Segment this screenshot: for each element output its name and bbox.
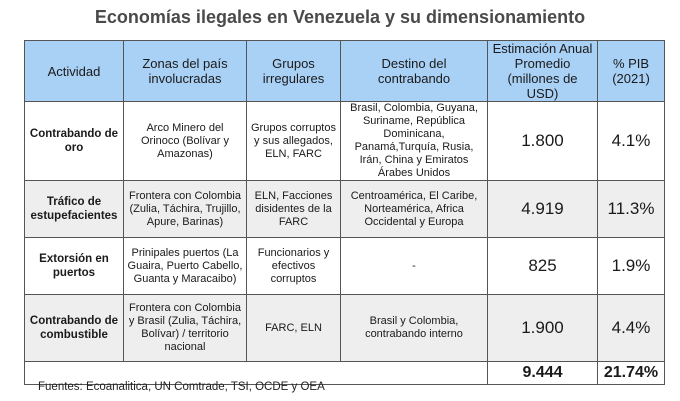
activity-cell: Contrabando de oro [24,101,124,181]
groups-cell: Funcionarios y efectivos corruptos [246,237,341,295]
destination-cell: - [340,237,488,295]
groups-cell: Grupos corruptos y sus allegados, ELN, F… [246,101,341,181]
groups-cell: FARC, ELN [246,294,341,362]
column-header-estimate: Estimación Anual Promedio (millones de U… [487,40,598,102]
table-row: Tráfico de estupefacientes Frontera con … [24,180,665,238]
economies-table: Actividad Zonas del país involucradas Gr… [24,40,665,385]
header-row: Actividad Zonas del país involucradas Gr… [24,40,665,102]
table-row: Extorsión en puertos Prinipales puertos … [24,237,665,295]
source-note: Fuentes: Ecoanalitica, UN Comtrade, TSI,… [38,381,325,393]
gdp-cell: 4.1% [597,101,665,181]
column-header-gdp: % PIB (2021) [597,40,665,102]
estimate-cell: 825 [487,237,598,295]
estimate-cell: 1.900 [487,294,598,362]
total-gdp-cell: 21.74% [597,361,665,385]
estimate-cell: 1.800 [487,101,598,181]
zones-cell: Arco Minero del Orinoco (Bolívar y Amazo… [123,101,247,181]
table-row: Contrabando de oro Arco Minero del Orino… [24,101,665,181]
destination-cell: Centroamérica, El Caribe, Norteamérica, … [340,180,488,238]
destination-cell: Brasil, Colombia, Guyana, Suriname, Repú… [340,101,488,181]
gdp-cell: 11.3% [597,180,665,238]
gdp-cell: 1.9% [597,237,665,295]
column-header-destination: Destino del contrabando [340,40,488,102]
gdp-cell: 4.4% [597,294,665,362]
activity-cell: Extorsión en puertos [24,237,124,295]
zones-cell: Frontera con Colombia (Zulia, Táchira, T… [123,180,247,238]
zones-cell: Frontera con Colombia y Brasil (Zulia, T… [123,294,247,362]
column-header-groups: Grupos irregulares [246,40,341,102]
destination-cell: Brasil y Colombia, contrabando interno [340,294,488,362]
column-header-activity: Actividad [24,40,124,102]
zones-cell: Prinipales puertos (La Guaira, Puerto Ca… [123,237,247,295]
table-row: Contrabando de combustible Frontera con … [24,294,665,362]
total-estimate-cell: 9.444 [487,361,598,385]
totals-spacer [24,361,488,385]
activity-cell: Tráfico de estupefacientes [24,180,124,238]
table-title: Economías ilegales en Venezuela y su dim… [94,7,586,27]
estimate-cell: 4.919 [487,180,598,238]
groups-cell: ELN, Facciones disidentes de la FARC [246,180,341,238]
activity-cell: Contrabando de combustible [24,294,124,362]
totals-row: 9.444 21.74% [24,361,665,385]
column-header-zones: Zonas del país involucradas [123,40,247,102]
